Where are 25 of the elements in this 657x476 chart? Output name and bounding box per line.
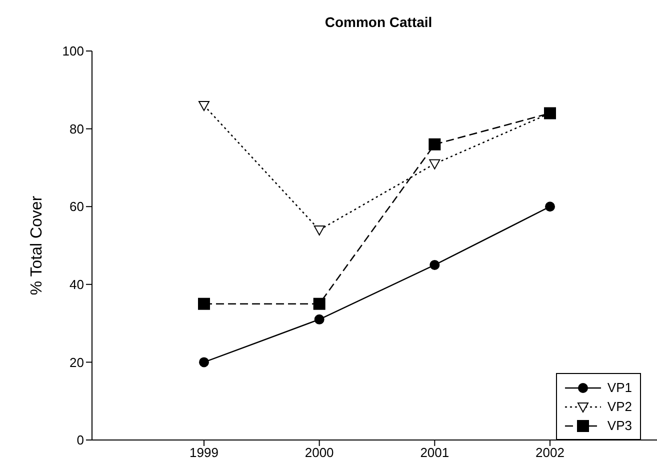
x-tick-label: 1999 <box>190 445 218 460</box>
y-tick-label: 20 <box>70 354 84 370</box>
point <box>314 314 324 324</box>
point <box>313 298 326 310</box>
point <box>198 298 210 310</box>
chart-title: Common Cattail <box>324 14 434 30</box>
x-tick-label: 2000 <box>304 445 334 460</box>
x-tick-label: 2001 <box>420 445 450 460</box>
point <box>198 100 210 111</box>
point <box>430 260 440 270</box>
point <box>545 202 555 212</box>
y-axis-title: % Total Cover <box>28 195 46 296</box>
point <box>199 357 209 368</box>
y-tick-label: 60 <box>70 199 84 214</box>
legend-label: VP2 <box>607 399 632 414</box>
x-tick-label: 2002 <box>536 445 564 460</box>
legend-label: VP1 <box>607 380 632 395</box>
y-tick-label: 40 <box>70 277 84 292</box>
point <box>314 225 325 236</box>
legend-label: VP3 <box>607 418 632 433</box>
point <box>428 138 441 150</box>
point <box>429 159 440 170</box>
y-tick-label: 0 <box>76 432 84 448</box>
y-tick-label: 100 <box>62 44 84 59</box>
y-tick-label: 80 <box>70 121 84 136</box>
